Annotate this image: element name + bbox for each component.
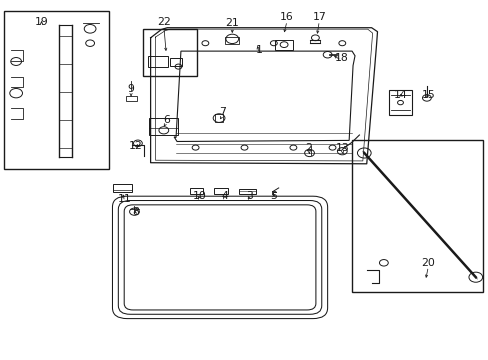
Bar xyxy=(215,114,223,122)
Bar xyxy=(214,188,227,194)
Text: 17: 17 xyxy=(312,12,325,22)
Bar xyxy=(328,54,337,55)
Bar xyxy=(274,40,293,50)
Text: 8: 8 xyxy=(132,207,139,217)
Text: 19: 19 xyxy=(35,17,48,27)
Text: 10: 10 xyxy=(192,191,206,201)
Bar xyxy=(189,188,203,194)
Bar xyxy=(4,11,109,169)
Text: 3: 3 xyxy=(245,191,252,201)
Text: 2: 2 xyxy=(305,143,312,153)
Text: 18: 18 xyxy=(334,53,347,63)
Text: 15: 15 xyxy=(421,90,434,100)
Text: 5: 5 xyxy=(270,191,277,201)
Bar xyxy=(148,56,167,67)
Text: 12: 12 xyxy=(129,141,142,151)
Bar xyxy=(388,90,411,115)
Bar xyxy=(351,140,482,292)
Text: 14: 14 xyxy=(393,90,407,100)
Bar xyxy=(126,96,137,101)
Text: 4: 4 xyxy=(221,191,228,201)
Bar xyxy=(149,118,178,135)
Bar xyxy=(224,37,238,44)
Text: 20: 20 xyxy=(421,258,434,268)
Bar xyxy=(170,58,182,66)
Bar xyxy=(143,29,197,76)
Text: 13: 13 xyxy=(335,143,348,153)
Bar xyxy=(309,40,320,43)
Text: 21: 21 xyxy=(225,18,239,28)
Text: 6: 6 xyxy=(163,114,169,125)
Bar xyxy=(113,184,132,192)
Text: 9: 9 xyxy=(127,84,134,94)
Text: 7: 7 xyxy=(219,107,225,117)
Text: 11: 11 xyxy=(118,194,131,204)
Text: 22: 22 xyxy=(157,17,170,27)
Text: 16: 16 xyxy=(280,12,293,22)
Bar xyxy=(238,189,255,194)
Text: 1: 1 xyxy=(255,45,262,55)
